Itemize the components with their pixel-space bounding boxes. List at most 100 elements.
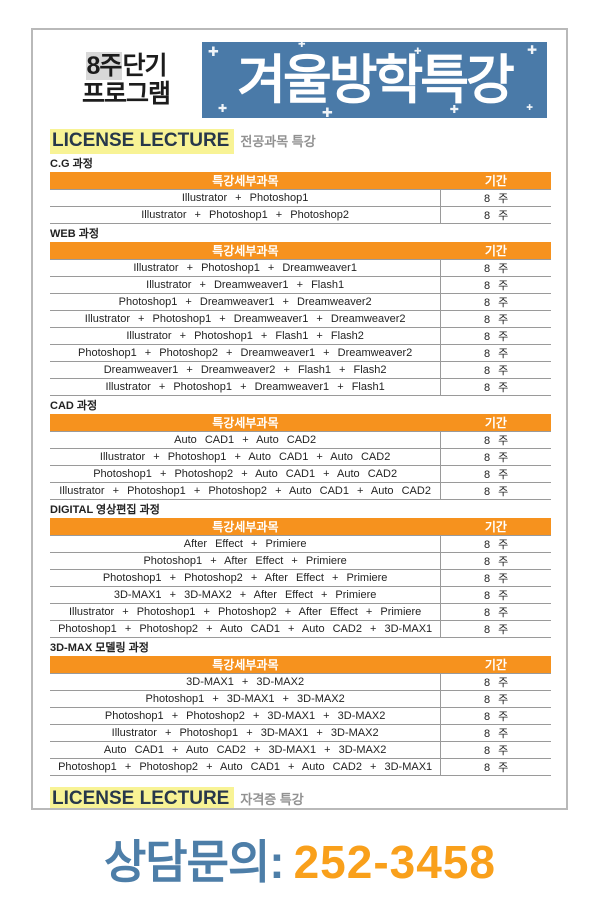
- table-row: 3D-MAX1 + 3D-MAX2 + After Effect + Primi…: [50, 586, 551, 604]
- course-table: 특강세부과목 기간 3D-MAX1 + 3D-MAX2 8 주 Photoshop…: [50, 656, 551, 776]
- banner-title: 겨울방학특강: [237, 51, 515, 110]
- table-row: Photoshop1 + Dreamweaver1 + Dreamweaver2…: [50, 293, 551, 311]
- table-row: Illustrator + Photoshop1 + Flash1 + Flas…: [50, 327, 551, 345]
- course-group-web: WEB 과정 특강세부과목 기간 Illustrator + Photoshop…: [50, 227, 551, 396]
- course-subjects: Illustrator + Photoshop1 + Dreamweaver1: [50, 259, 442, 277]
- column-header-period: 기간: [440, 242, 551, 260]
- table-row: Illustrator + Dreamweaver1 + Flash1 8 주: [50, 276, 551, 294]
- course-period: 8 주: [440, 431, 551, 449]
- course-period: 8 주: [440, 741, 551, 759]
- course-group-digital: DIGITAL 영상편집 과정 특강세부과목 기간 After Effect +…: [50, 503, 551, 638]
- table-row: Photoshop1 + Photoshop2 + Dreamweaver1 +…: [50, 344, 551, 362]
- course-group-cg: C.G 과정 특강세부과목 기간 Illustrator + Photoshop…: [50, 157, 551, 224]
- table-row: Illustrator + Photoshop1 8 주: [50, 189, 551, 207]
- course-subjects: Photoshop1 + Photoshop2 + 3D-MAX1 + 3D-M…: [50, 707, 442, 725]
- contact-label: 상담문의:: [103, 836, 285, 888]
- table-row: Auto CAD1 + Auto CAD2 + 3D-MAX1 + 3D-MAX…: [50, 741, 551, 759]
- sparkle-icon: ✚: [322, 105, 333, 118]
- section-heading-license: LICENSE LECTURE 자격증 특강: [50, 787, 551, 808]
- course-subjects: Illustrator + Photoshop1 + Photoshop2: [50, 206, 442, 224]
- course-period: 8 주: [440, 378, 551, 396]
- course-group-label: 3D-MAX 모델링 과정: [50, 642, 149, 654]
- course-group-label: C.G 과정: [50, 158, 93, 170]
- course-period: 8 주: [440, 448, 551, 466]
- contact-footer: 상담문의: 252-3458: [0, 826, 600, 892]
- course-period: 8 주: [440, 603, 551, 621]
- course-subjects: Illustrator + Photoshop1 + Dreamweaver1 …: [50, 378, 442, 396]
- course-group-3dmax: 3D-MAX 모델링 과정 특강세부과목 기간 3D-MAX1 + 3D-MAX…: [50, 641, 551, 776]
- course-group-label: CAD 과정: [50, 400, 98, 412]
- course-period: 8 주: [440, 276, 551, 294]
- table-row: Photoshop1 + After Effect + Primiere 8 주: [50, 552, 551, 570]
- course-subjects: Photoshop1 + Photoshop2 + Auto CAD1 + Au…: [50, 620, 442, 638]
- course-subjects: 3D-MAX1 + 3D-MAX2 + After Effect + Primi…: [50, 586, 442, 604]
- course-period: 8 주: [440, 327, 551, 345]
- course-subjects: Illustrator + Dreamweaver1 + Flash1: [50, 276, 442, 294]
- course-subjects: Illustrator + Photoshop1 + Flash1 + Flas…: [50, 327, 442, 345]
- course-subjects: Illustrator + Photoshop1 + Photoshop2 + …: [50, 482, 442, 500]
- course-table: 특강세부과목 기간 After Effect + Primiere 8 주 Pho…: [50, 518, 551, 638]
- course-group-cad: CAD 과정 특강세부과목 기간 Auto CAD1 + Auto CAD2 8 …: [50, 399, 551, 500]
- column-header-subject: 특강세부과목: [50, 172, 441, 190]
- table-row: Illustrator + Photoshop1 + Dreamweaver1 …: [50, 378, 551, 396]
- course-subjects: After Effect + Primiere: [50, 535, 442, 553]
- course-period: 8 주: [440, 344, 551, 362]
- course-group-label: DIGITAL 영상편집 과정: [50, 504, 160, 516]
- course-subjects: Photoshop1 + Photoshop2 + After Effect +…: [50, 569, 442, 587]
- course-period: 8 주: [440, 690, 551, 708]
- table-row: Photoshop1 + Photoshop2 + 3D-MAX1 + 3D-M…: [50, 707, 551, 725]
- course-period: 8 주: [440, 586, 551, 604]
- course-period: 8 주: [440, 758, 551, 776]
- course-period: 8 주: [440, 206, 551, 224]
- table-header-row: 특강세부과목 기간: [50, 518, 551, 536]
- table-header-row: 특강세부과목 기간: [50, 172, 551, 190]
- course-period: 8 주: [440, 310, 551, 328]
- section-heading-major: LICENSE LECTURE 전공과목 특강: [50, 129, 551, 154]
- course-table: 특강세부과목 기간 Auto CAD1 + Auto CAD2 8 주 Illus…: [50, 414, 551, 500]
- course-period: 8 주: [440, 620, 551, 638]
- flyer-page: 8주단기 프로그램 ✚ ✚ ✚ ✚ ✚ ✚ ✚ ✚ 겨울방학특강 LICENSE…: [31, 28, 568, 810]
- course-period: 8 주: [440, 535, 551, 553]
- course-subjects: Photoshop1 + Dreamweaver1 + Dreamweaver2: [50, 293, 442, 311]
- table-row: Illustrator + Photoshop1 + 3D-MAX1 + 3D-…: [50, 724, 551, 742]
- course-period: 8 주: [440, 189, 551, 207]
- column-header-subject: 특강세부과목: [50, 414, 441, 432]
- course-subjects: Photoshop1 + Photoshop2 + Auto CAD1 + Au…: [50, 465, 442, 483]
- program-duration-line1: 8주단기: [50, 52, 202, 80]
- title-banner: ✚ ✚ ✚ ✚ ✚ ✚ ✚ ✚ 겨울방학특강: [202, 42, 547, 118]
- course-subjects: Photoshop1 + 3D-MAX1 + 3D-MAX2: [50, 690, 442, 708]
- column-header-period: 기간: [440, 172, 551, 190]
- course-subjects: Auto CAD1 + Auto CAD2: [50, 431, 442, 449]
- table-row: After Effect + Primiere 8 주: [50, 535, 551, 553]
- course-subjects: Illustrator + Photoshop1: [50, 189, 442, 207]
- contact-phone-number: 252-3458: [293, 836, 496, 888]
- table-row: Illustrator + Photoshop1 + Dreamweaver1 …: [50, 310, 551, 328]
- table-header-row: 특강세부과목 기간: [50, 656, 551, 674]
- program-duration-rest: 단기: [122, 52, 167, 80]
- course-period: 8 주: [440, 673, 551, 691]
- sparkle-icon: ✚: [449, 104, 459, 116]
- table-row: Photoshop1 + Photoshop2 + Auto CAD1 + Au…: [50, 758, 551, 776]
- table-header-row: 특강세부과목 기간: [50, 414, 551, 432]
- course-period: 8 주: [440, 259, 551, 277]
- course-subjects: Illustrator + Photoshop1 + 3D-MAX1 + 3D-…: [50, 724, 442, 742]
- course-subjects: Photoshop1 + Photoshop2 + Dreamweaver1 +…: [50, 344, 442, 362]
- sparkle-icon: ✚: [526, 43, 537, 57]
- program-duration-highlight: 8주: [85, 52, 123, 80]
- course-subjects: Illustrator + Photoshop1 + Photoshop2 + …: [50, 603, 442, 621]
- table-row: Photoshop1 + Photoshop2 + Auto CAD1 + Au…: [50, 465, 551, 483]
- table-row: Illustrator + Photoshop1 + Photoshop2 + …: [50, 603, 551, 621]
- table-header-row: 특강세부과목 기간: [50, 242, 551, 260]
- course-subjects: Dreamweaver1 + Dreamweaver2 + Flash1 + F…: [50, 361, 442, 379]
- course-group-label: WEB 과정: [50, 228, 99, 240]
- table-row: Auto CAD1 + Auto CAD2 8 주: [50, 431, 551, 449]
- section-heading-title: LICENSE LECTURE: [50, 129, 235, 154]
- section-heading-subtitle: 자격증 특강: [240, 792, 304, 807]
- sparkle-icon: ✚: [526, 103, 533, 112]
- course-subjects: Photoshop1 + After Effect + Primiere: [50, 552, 442, 570]
- course-period: 8 주: [440, 724, 551, 742]
- course-period: 8 주: [440, 552, 551, 570]
- column-header-period: 기간: [440, 518, 551, 536]
- table-row: Photoshop1 + Photoshop2 + Auto CAD1 + Au…: [50, 620, 551, 638]
- sparkle-icon: ✚: [218, 103, 228, 115]
